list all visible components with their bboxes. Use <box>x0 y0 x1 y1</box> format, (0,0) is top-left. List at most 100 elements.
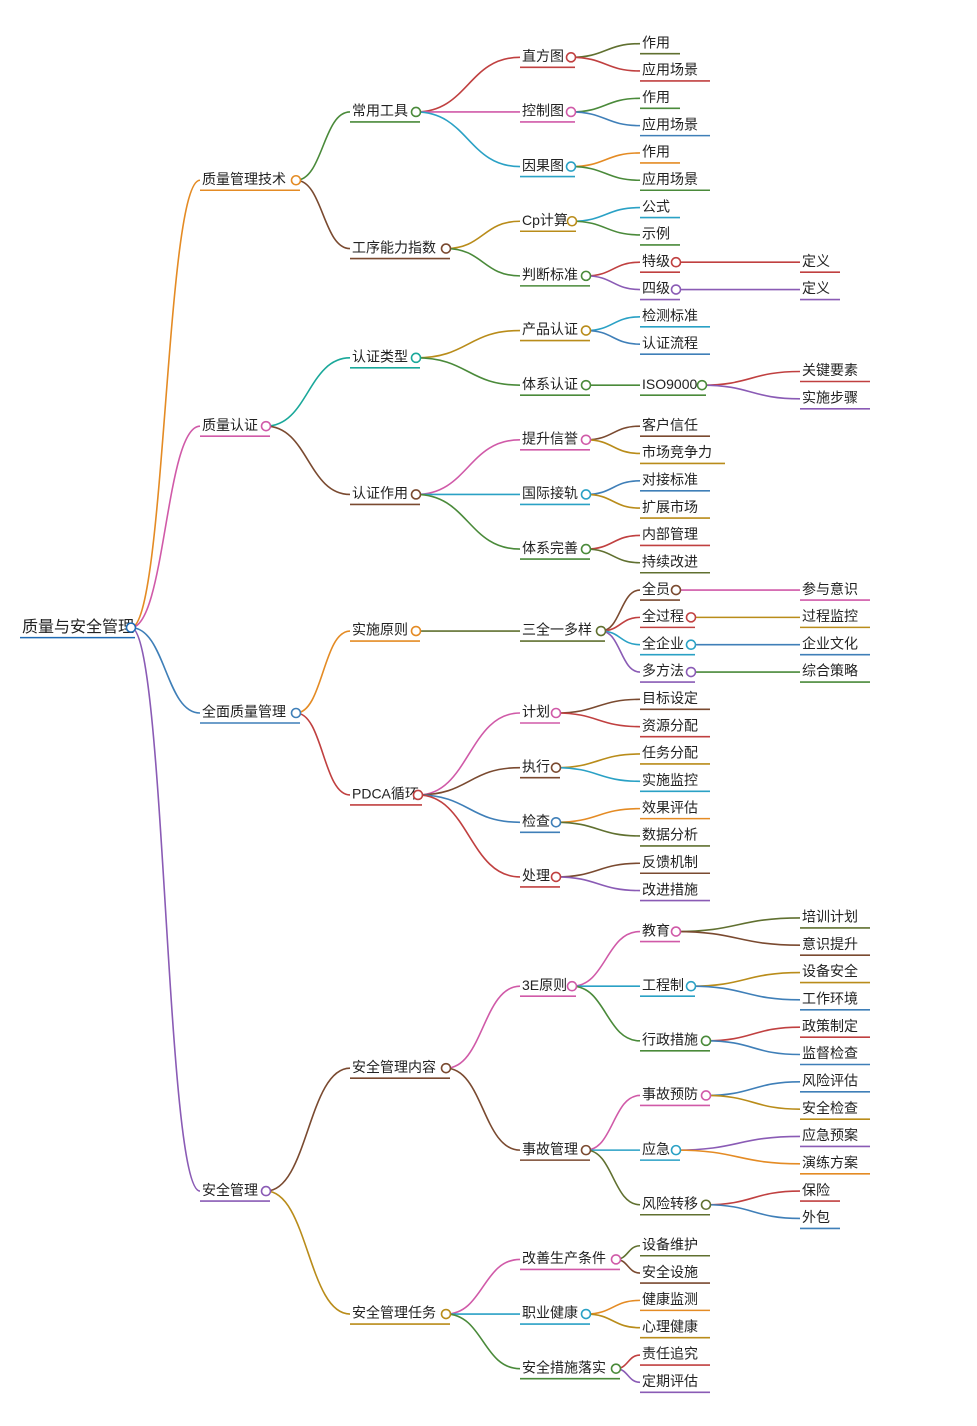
node-label: 行政措施 <box>642 1032 698 1048</box>
branch-link <box>446 221 520 248</box>
branch-link <box>571 112 640 126</box>
node-label: 全企业 <box>642 635 684 651</box>
branch-link <box>446 986 520 1068</box>
node-label: 改善生产条件 <box>522 1250 606 1266</box>
branch-dot <box>412 107 421 116</box>
branch-link <box>131 426 200 627</box>
branch-link <box>556 754 640 768</box>
node-label: 数据分析 <box>642 827 698 843</box>
node-label: 特级 <box>642 253 670 269</box>
branch-link <box>556 809 640 823</box>
node-label: 应急预案 <box>802 1127 858 1143</box>
node-label: 应用场景 <box>642 62 698 78</box>
branch-link <box>266 426 350 494</box>
branch-dot <box>552 763 561 772</box>
branch-link <box>416 440 520 495</box>
node-label: 责任追究 <box>642 1346 698 1362</box>
branch-dot <box>582 1146 591 1155</box>
branch-link <box>418 795 520 877</box>
node-label: 安全措施落实 <box>522 1359 606 1375</box>
branch-dot <box>568 982 577 991</box>
branch-dot <box>567 53 576 62</box>
branch-link <box>266 1068 350 1191</box>
branch-dot <box>567 162 576 171</box>
node-label: 多方法 <box>642 663 684 679</box>
branch-link <box>676 932 800 946</box>
node-label: 意识提升 <box>802 936 858 952</box>
branch-link <box>446 1314 520 1369</box>
branch-link <box>131 628 200 1191</box>
node-label: 质量管理技术 <box>202 171 286 187</box>
node-label: 企业文化 <box>802 635 858 651</box>
node-label: 事故管理 <box>522 1141 578 1157</box>
branch-dot <box>672 258 681 267</box>
node-label: 控制图 <box>522 103 564 119</box>
node-label: 安全管理 <box>202 1182 258 1198</box>
node-label: 全过程 <box>642 608 684 624</box>
node-label: 事故预防 <box>642 1086 698 1102</box>
branch-link <box>131 180 200 627</box>
node-label: 政策制定 <box>802 1018 858 1034</box>
node-label: 应用场景 <box>642 171 698 187</box>
node-label: 资源分配 <box>642 717 698 733</box>
node-label: 处理 <box>522 868 550 884</box>
branch-link <box>296 631 350 713</box>
node-label: 检测标准 <box>642 308 698 324</box>
branch-link <box>706 1191 800 1205</box>
node-label: 健康监测 <box>642 1291 698 1307</box>
branch-link <box>586 1150 640 1205</box>
node-label: 质量认证 <box>202 417 258 433</box>
branch-dot <box>442 244 451 253</box>
branch-dot <box>702 1091 711 1100</box>
branch-link <box>556 713 640 727</box>
branch-link <box>446 1259 520 1314</box>
node-label: 关键要素 <box>802 362 858 378</box>
branch-dot <box>672 927 681 936</box>
branch-link <box>418 768 520 795</box>
branch-dot <box>582 326 591 335</box>
branch-dot <box>582 545 591 554</box>
branch-link <box>572 221 640 235</box>
node-label: 实施步骤 <box>802 390 858 406</box>
branch-dot <box>292 709 301 718</box>
branch-link <box>706 1041 800 1055</box>
node-label: 认证类型 <box>352 349 408 365</box>
node-label: 参与意识 <box>802 581 858 597</box>
branch-link <box>416 57 520 112</box>
node-label: 过程监控 <box>802 608 858 624</box>
node-label: 培训计划 <box>802 909 858 925</box>
branch-link <box>131 628 200 713</box>
node-label: 体系完善 <box>522 540 578 556</box>
branch-dot <box>582 1310 591 1319</box>
branch-link <box>586 276 640 290</box>
branch-dot <box>292 176 301 185</box>
branch-link <box>556 863 640 877</box>
branch-link <box>556 768 640 782</box>
branch-link <box>586 331 640 345</box>
node-label: 示例 <box>642 226 670 242</box>
branch-link <box>416 112 520 167</box>
node-label: 心理健康 <box>642 1318 698 1334</box>
nodes: 质量与安全管理质量管理技术常用工具直方图作用应用场景控制图作用应用场景因果图作用… <box>20 34 870 1392</box>
branch-link <box>296 112 350 180</box>
branch-link <box>586 1300 640 1314</box>
branch-dot <box>127 623 136 632</box>
node-label: 客户信任 <box>642 417 698 433</box>
branch-link <box>586 440 640 454</box>
branch-dot <box>412 490 421 499</box>
node-label: 计划 <box>522 704 550 720</box>
node-label: 四级 <box>642 280 670 296</box>
node-label: 实施原则 <box>352 622 408 638</box>
branch-link <box>676 918 800 932</box>
node-label: 执行 <box>522 758 550 774</box>
mindmap-canvas: 质量与安全管理质量管理技术常用工具直方图作用应用场景控制图作用应用场景因果图作用… <box>0 0 977 1426</box>
node-label: 安全管理内容 <box>352 1059 436 1075</box>
node-label: 作用 <box>642 34 670 50</box>
branch-link <box>702 385 800 399</box>
branch-link <box>586 549 640 563</box>
node-label: 全面质量管理 <box>202 704 286 720</box>
branch-dot <box>612 1364 621 1373</box>
branch-link <box>586 426 640 440</box>
branch-dot <box>687 668 696 677</box>
node-label: 国际接轨 <box>522 485 578 501</box>
